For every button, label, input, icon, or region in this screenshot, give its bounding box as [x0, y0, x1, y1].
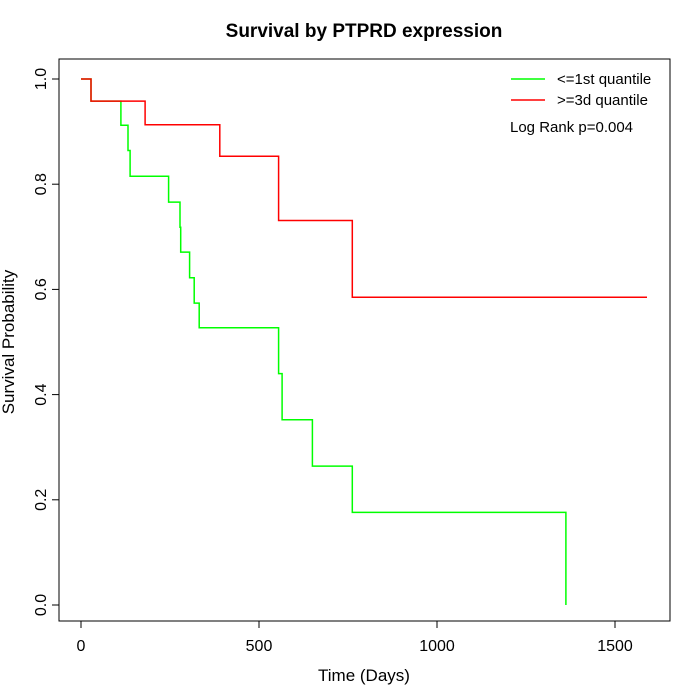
plot-frame	[58, 58, 671, 622]
series-layer	[81, 78, 647, 605]
x-axis: 0 500 1000 1500	[77, 620, 633, 655]
y-axis: 0.0 0.2 0.4 0.6 0.8 1.0	[33, 68, 60, 616]
x-tick-label: 500	[246, 638, 273, 655]
y-tick-label: 0.0	[33, 594, 50, 616]
y-tick-label: 0.2	[33, 489, 50, 511]
series-line-2	[81, 78, 647, 299]
x-tick-label: 1500	[597, 638, 633, 655]
y-axis-label: Survival Probability	[0, 269, 18, 414]
chart-title: Survival by PTPRD expression	[226, 21, 503, 42]
legend-label: >=3d quantile	[557, 92, 648, 109]
legend: <=1st quantile >=3d quantile	[511, 71, 651, 109]
legend-label: <=1st quantile	[557, 71, 651, 88]
log-rank-annotation: Log Rank p=0.004	[510, 119, 633, 136]
x-tick-label: 0	[77, 638, 86, 655]
y-tick-label: 1.0	[33, 68, 50, 90]
y-tick-label: 0.8	[33, 173, 50, 195]
series-line-1	[81, 78, 567, 605]
y-tick-label: 0.4	[33, 383, 50, 405]
x-axis-label: Time (Days)	[318, 666, 410, 685]
y-tick-label: 0.6	[33, 278, 50, 300]
x-tick-label: 1000	[419, 638, 455, 655]
